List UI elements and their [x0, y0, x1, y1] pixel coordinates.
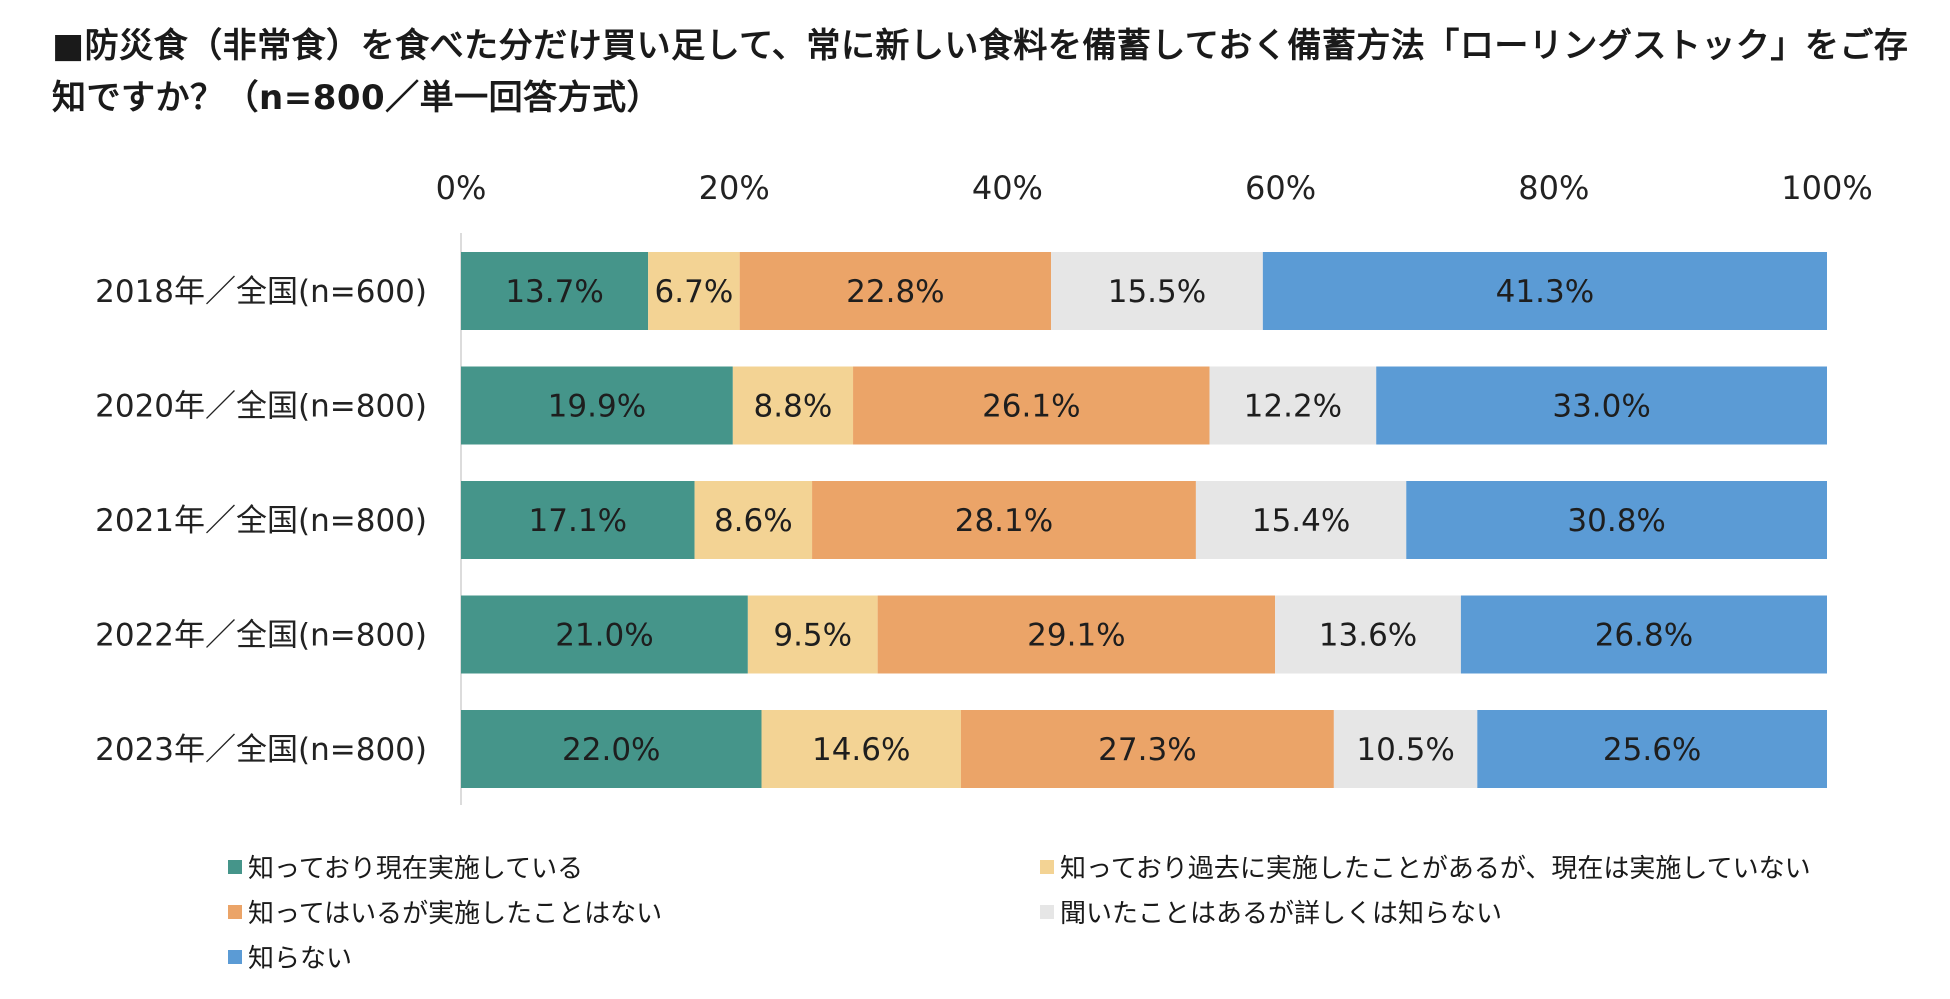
data-label: 10.5% — [1356, 732, 1454, 768]
bar-segment — [747, 595, 878, 674]
x-tick-label: 40% — [972, 169, 1043, 207]
bar-segment — [461, 252, 649, 330]
data-label: 33.0% — [1552, 389, 1650, 425]
x-tick-label: 100% — [1781, 169, 1872, 207]
category-label: 2023年／全国(n=800) — [95, 732, 427, 768]
data-label: 21.0% — [555, 618, 653, 654]
legend-swatch — [1040, 859, 1054, 874]
bar-segment — [761, 710, 961, 788]
data-label: 9.5% — [773, 618, 852, 654]
bar-segment — [461, 366, 733, 445]
data-label: 28.1% — [955, 503, 1053, 539]
bar-segment — [648, 252, 740, 330]
category-label: 2018年／全国(n=600) — [95, 274, 427, 310]
bar-segment — [461, 595, 748, 674]
data-label: 8.8% — [754, 389, 833, 425]
data-label: 12.2% — [1244, 389, 1342, 425]
data-label: 41.3% — [1496, 274, 1594, 310]
legend-item: 聞いたことはあるが詳しくは知らない — [1040, 893, 1502, 930]
legend-swatch — [228, 949, 242, 964]
bar-segment — [739, 252, 1052, 330]
data-label: 13.6% — [1319, 618, 1417, 654]
data-label: 26.8% — [1595, 618, 1693, 654]
data-label: 19.9% — [548, 389, 646, 425]
data-label: 13.7% — [505, 274, 603, 310]
data-label: 25.6% — [1603, 732, 1701, 768]
legend-label: 聞いたことはあるが詳しくは知らない — [1060, 899, 1503, 929]
bars: 13.7% 6.7% 22.8% 15.5% 41.3% 19.9% 8.8% 26.1% 12… — [461, 252, 1827, 788]
legend-label: 知っており過去に実施したことがあるが、現在は実施していない — [1060, 854, 1811, 884]
bar-segment — [960, 710, 1334, 788]
category-labels: 2018年／全国(n=600) 2020年／全国(n=800) 2021年／全国(n… — [95, 274, 427, 768]
data-label: 8.6% — [714, 503, 793, 539]
x-tick-label: 60% — [1245, 169, 1316, 207]
legend-item: 知らない — [228, 938, 352, 975]
category-label: 2022年／全国(n=800) — [95, 618, 427, 654]
bar-segment — [732, 366, 854, 445]
bar-segment — [1209, 366, 1377, 445]
bar-segment — [812, 481, 1196, 559]
bar-segment — [461, 710, 762, 788]
bar-segment — [1275, 595, 1461, 674]
data-label: 15.4% — [1252, 503, 1350, 539]
chart-title: ■防災食（非常食）を食べた分だけ買い足して、常に新しい食料を備蓄しておく備蓄方法… — [52, 26, 1909, 118]
bar-segment — [1460, 595, 1827, 674]
bar-segment — [853, 366, 1210, 445]
x-tick-label: 20% — [699, 169, 770, 207]
legend-swatch — [228, 904, 242, 919]
category-label: 2020年／全国(n=800) — [95, 389, 427, 425]
bar-segment — [1051, 252, 1263, 330]
data-label: 14.6% — [812, 732, 910, 768]
data-label: 26.1% — [982, 389, 1080, 425]
data-label: 27.3% — [1098, 732, 1196, 768]
legend-label: 知っており現在実施している — [248, 854, 584, 884]
data-label: 6.7% — [655, 274, 734, 310]
bar-segment — [1262, 252, 1827, 330]
data-label: 17.1% — [529, 503, 627, 539]
bar-segment — [461, 481, 695, 559]
legend-swatch — [228, 859, 242, 874]
bar-segment — [1406, 481, 1827, 559]
x-tick-label: 0% — [436, 169, 487, 207]
legend-swatch — [1040, 904, 1054, 919]
bar-segment — [1195, 481, 1407, 559]
data-label: 30.8% — [1567, 503, 1665, 539]
data-label: 22.8% — [846, 274, 944, 310]
legend-item: 知ってはいるが実施したことはない — [228, 893, 662, 930]
legend-item: 知っており過去に実施したことがあるが、現在は実施していない — [1040, 848, 1811, 885]
legend-item: 知っており現在実施している — [228, 848, 583, 885]
data-label: 22.0% — [562, 732, 660, 768]
bar-segment — [877, 595, 1276, 674]
x-tick-label: 80% — [1518, 169, 1589, 207]
legend-label: 知らない — [248, 944, 353, 974]
data-label: 29.1% — [1027, 618, 1125, 654]
bar-segment — [1333, 710, 1478, 788]
bar-segment — [1477, 710, 1827, 788]
bar-segment — [1376, 366, 1827, 445]
category-label: 2021年／全国(n=800) — [95, 503, 427, 539]
data-label: 15.5% — [1108, 274, 1206, 310]
legend-label: 知ってはいるが実施したことはない — [248, 899, 663, 929]
bar-segment — [694, 481, 813, 559]
